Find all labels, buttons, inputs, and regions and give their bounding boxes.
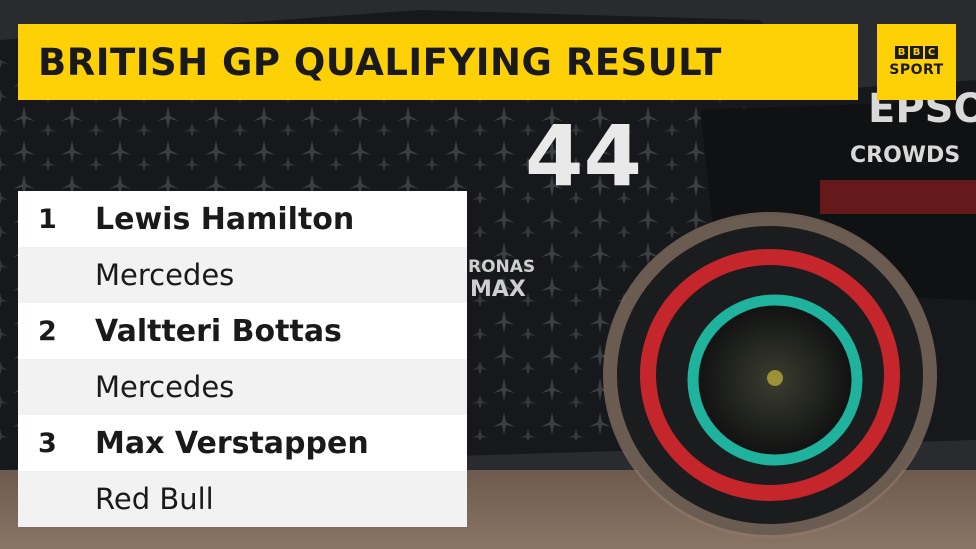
sport-wordmark: SPORT — [889, 62, 944, 78]
bbc-sport-logo: B B C SPORT — [877, 24, 956, 100]
driver-name: Lewis Hamilton — [95, 201, 355, 237]
result-row-1-driver: 1 Lewis Hamilton — [18, 191, 467, 247]
team-name: Red Bull — [95, 482, 214, 516]
position: 2 — [38, 315, 57, 347]
bbc-block-2: B — [910, 46, 923, 59]
result-row-3-team: Red Bull — [18, 471, 467, 527]
driver-name: Max Verstappen — [95, 425, 369, 461]
sponsor-ronas: RONAS — [468, 257, 535, 277]
position: 3 — [38, 427, 57, 459]
bbc-block-1: B — [895, 46, 908, 59]
bbc-blocks: B B C — [895, 46, 938, 59]
car-number: 44 — [525, 107, 642, 205]
position: 1 — [38, 203, 57, 235]
title-bar: BRITISH GP QUALIFYING RESULT — [18, 24, 858, 100]
result-row-1-team: Mercedes — [18, 247, 467, 303]
driver-name: Valtteri Bottas — [95, 313, 342, 349]
team-name: Mercedes — [95, 370, 235, 404]
results-table: 1 Lewis Hamilton Mercedes 2 Valtteri Bot… — [18, 191, 467, 527]
bbc-block-3: C — [925, 46, 938, 59]
result-row-2-driver: 2 Valtteri Bottas — [18, 303, 467, 359]
graphic-title: BRITISH GP QUALIFYING RESULT — [38, 40, 722, 84]
team-name: Mercedes — [95, 258, 235, 292]
sponsor-max: MAX — [470, 277, 526, 302]
sponsor-crowds: CROWDS — [850, 143, 960, 168]
result-row-2-team: Mercedes — [18, 359, 467, 415]
result-row-3-driver: 3 Max Verstappen — [18, 415, 467, 471]
